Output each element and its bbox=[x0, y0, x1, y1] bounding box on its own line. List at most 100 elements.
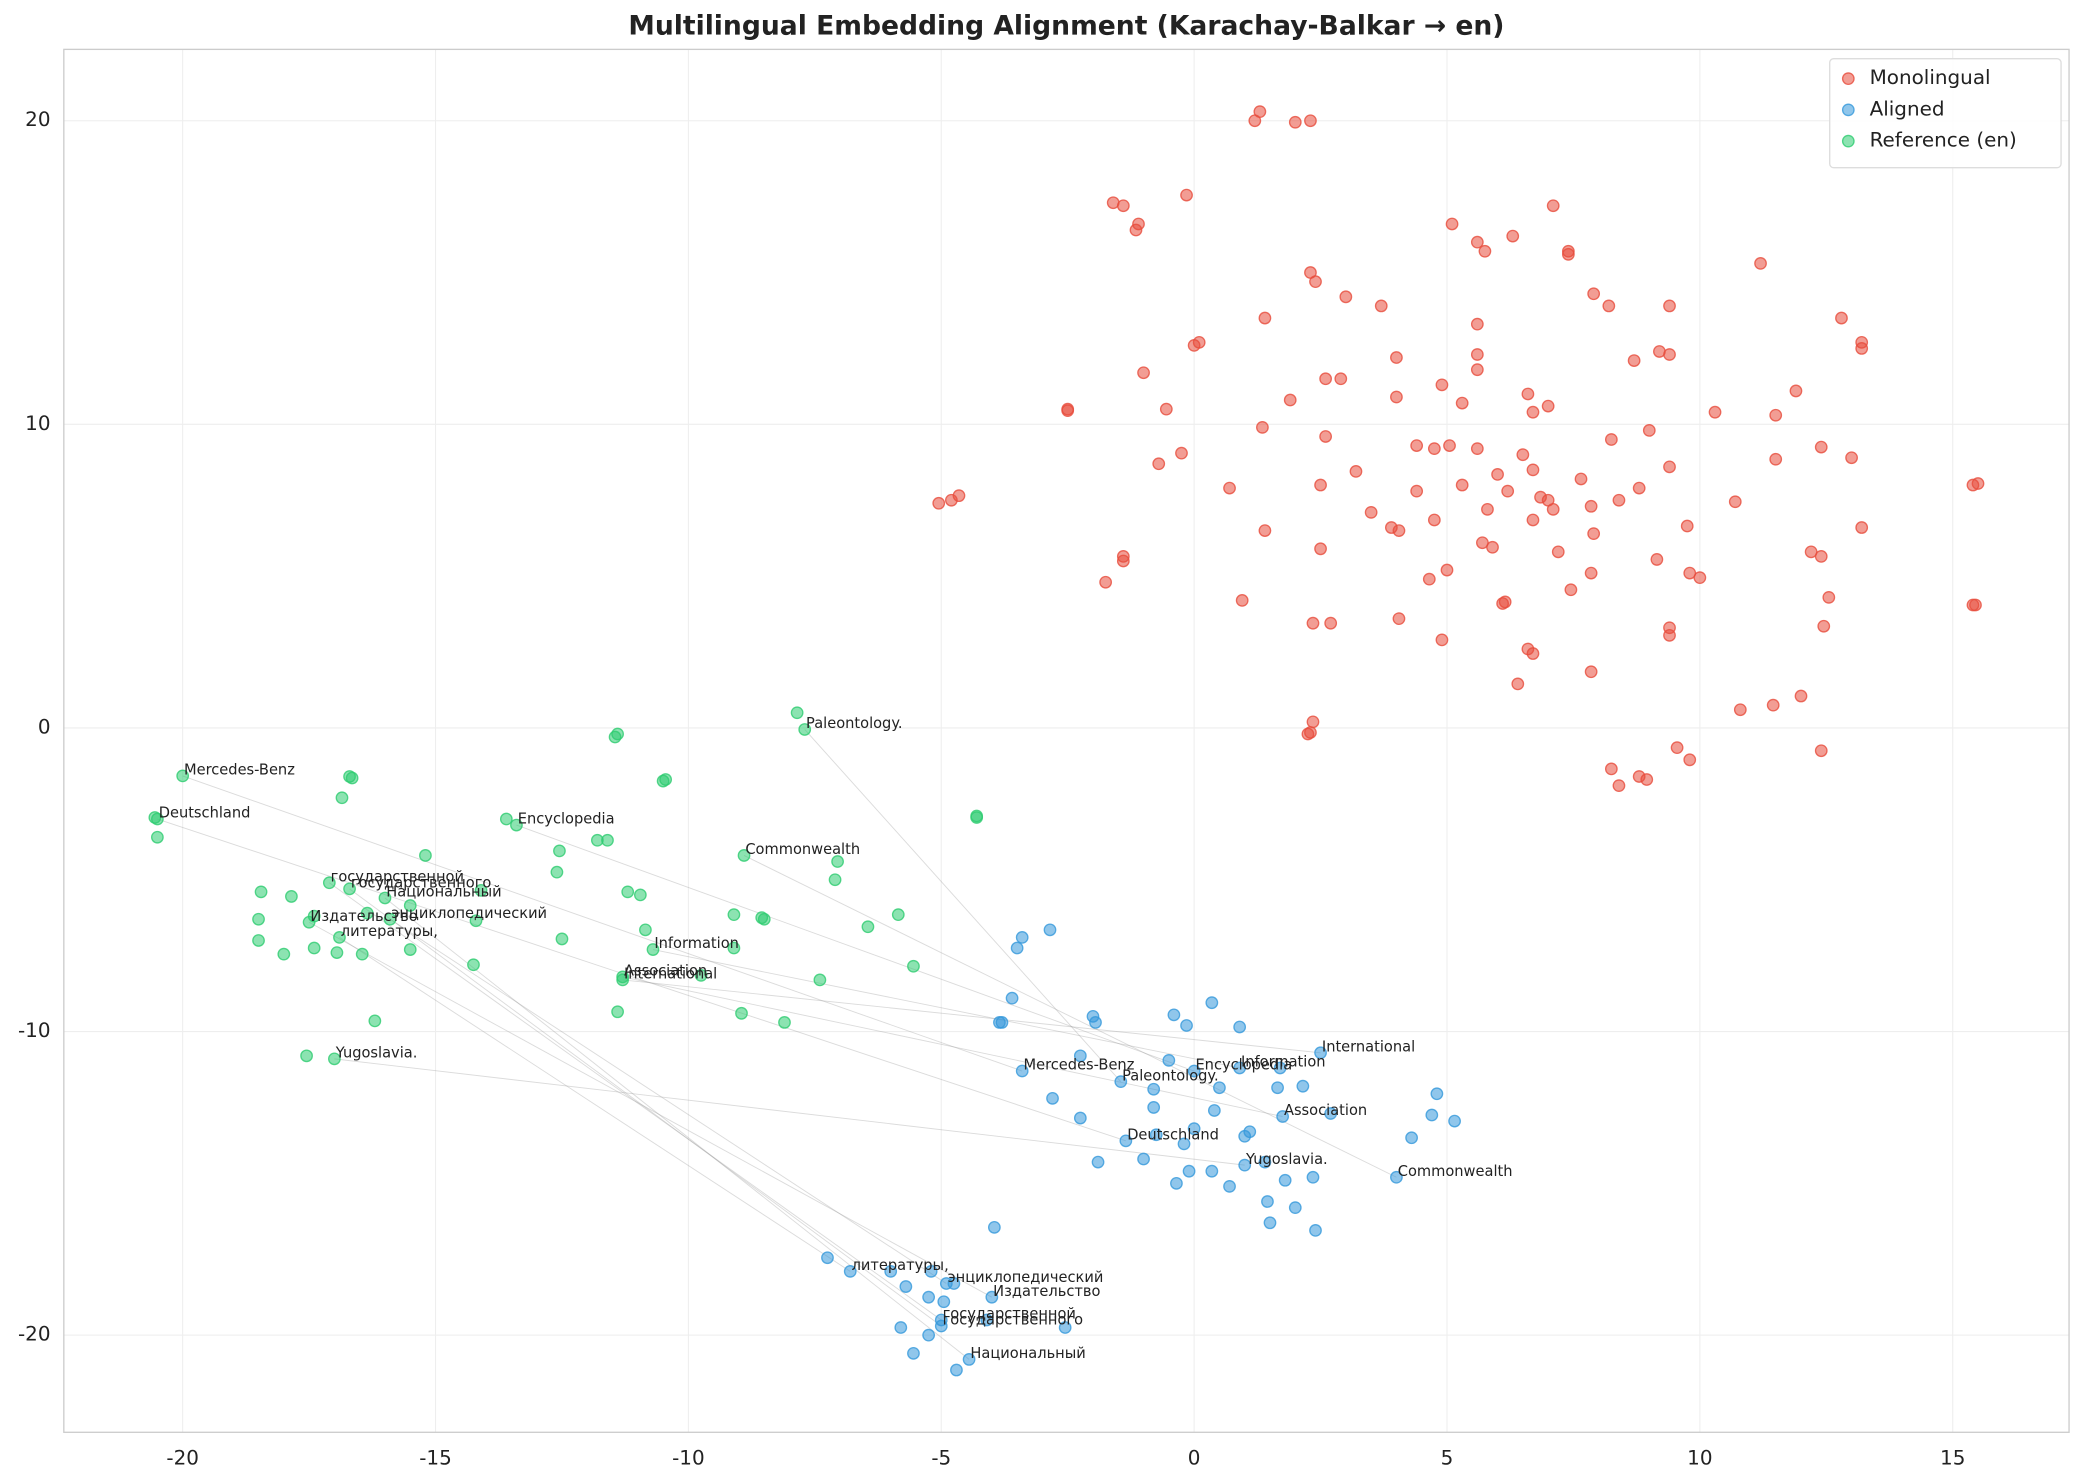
point bbox=[646, 943, 660, 956]
point bbox=[1612, 493, 1626, 507]
point bbox=[1238, 1129, 1252, 1143]
point bbox=[735, 1006, 748, 1020]
point bbox=[1506, 229, 1520, 243]
point bbox=[1390, 1170, 1403, 1184]
point bbox=[980, 1313, 994, 1327]
point-label: Издательство bbox=[993, 1283, 1100, 1300]
point bbox=[1663, 348, 1676, 361]
point bbox=[1814, 550, 1828, 563]
point bbox=[469, 914, 483, 928]
point bbox=[1349, 465, 1363, 478]
point bbox=[1526, 513, 1540, 527]
point bbox=[1091, 1155, 1105, 1169]
x-tick-label: 5 bbox=[1441, 1445, 1454, 1469]
point bbox=[1306, 715, 1320, 729]
point bbox=[656, 774, 670, 788]
point bbox=[1663, 460, 1676, 474]
legend-marker bbox=[1841, 72, 1855, 86]
point bbox=[254, 885, 268, 899]
point bbox=[1005, 991, 1019, 1005]
point bbox=[1314, 542, 1327, 556]
point bbox=[778, 1016, 791, 1029]
point bbox=[1392, 612, 1406, 626]
point bbox=[252, 912, 265, 926]
point bbox=[924, 1264, 938, 1278]
legend-box bbox=[1829, 58, 2062, 169]
point bbox=[1223, 1179, 1236, 1193]
point bbox=[1425, 1108, 1439, 1122]
point bbox=[1114, 1075, 1128, 1089]
point bbox=[1058, 1321, 1072, 1334]
point bbox=[1324, 616, 1338, 630]
point bbox=[1845, 451, 1858, 465]
point bbox=[1640, 773, 1654, 786]
point bbox=[1089, 1016, 1102, 1029]
point bbox=[148, 811, 162, 824]
point bbox=[907, 1346, 920, 1360]
point bbox=[611, 1005, 624, 1019]
x-tick-label: -10 bbox=[672, 1445, 705, 1469]
point bbox=[419, 849, 432, 862]
alignment-link bbox=[329, 882, 942, 1321]
point-label: International bbox=[1322, 1038, 1415, 1055]
legend: Monolingual Aligned Reference (en) bbox=[1829, 58, 2062, 169]
point bbox=[1546, 199, 1560, 213]
point bbox=[368, 1014, 382, 1028]
point bbox=[1966, 478, 1980, 492]
y-tick-label: 20 bbox=[25, 107, 50, 131]
point bbox=[1561, 247, 1575, 261]
point bbox=[1207, 1104, 1221, 1117]
point bbox=[1526, 463, 1540, 477]
point-label: Издательство bbox=[310, 908, 417, 925]
point-label: государственного bbox=[351, 875, 491, 892]
point bbox=[1405, 1131, 1418, 1145]
point bbox=[1223, 481, 1236, 495]
point bbox=[1435, 378, 1449, 392]
point bbox=[1314, 1046, 1327, 1060]
point bbox=[1627, 354, 1641, 367]
point bbox=[1187, 1064, 1201, 1078]
point bbox=[608, 730, 622, 744]
point bbox=[1969, 598, 1982, 612]
point bbox=[1137, 366, 1150, 380]
alignment-link bbox=[389, 918, 947, 1284]
point bbox=[1693, 571, 1707, 585]
x-tick-label: -15 bbox=[419, 1445, 452, 1469]
point bbox=[962, 1353, 976, 1366]
point bbox=[1334, 372, 1348, 386]
point-label: энциклопедический bbox=[948, 1269, 1104, 1286]
point bbox=[360, 906, 374, 920]
point-label: Commonwealth bbox=[745, 841, 860, 858]
point bbox=[1235, 594, 1249, 607]
point bbox=[1248, 114, 1262, 128]
alignment-link bbox=[652, 949, 1240, 1069]
x-tick-label: 0 bbox=[1188, 1445, 1201, 1469]
alignment-link bbox=[743, 855, 1397, 1178]
point bbox=[345, 771, 359, 785]
point bbox=[1170, 1176, 1183, 1190]
point bbox=[944, 493, 958, 507]
legend-marker bbox=[1841, 134, 1855, 148]
point bbox=[813, 973, 827, 987]
point bbox=[737, 849, 751, 862]
point bbox=[1814, 744, 1828, 758]
point bbox=[1794, 689, 1808, 703]
x-tick-label: 10 bbox=[1687, 1445, 1712, 1469]
point bbox=[1015, 1064, 1029, 1078]
point bbox=[1587, 527, 1601, 541]
point bbox=[950, 1363, 963, 1377]
alignment-link bbox=[308, 921, 993, 1298]
alignment-link bbox=[384, 897, 970, 1360]
point bbox=[1445, 217, 1459, 231]
point bbox=[1147, 1101, 1161, 1114]
point bbox=[1301, 727, 1315, 741]
point bbox=[1602, 299, 1616, 313]
point bbox=[330, 946, 344, 959]
x-tick-label: -5 bbox=[931, 1445, 951, 1469]
point bbox=[1574, 472, 1588, 486]
y-tick-label: -10 bbox=[18, 1018, 51, 1042]
point bbox=[1296, 1079, 1310, 1093]
point bbox=[1728, 495, 1742, 509]
point bbox=[1187, 1122, 1201, 1136]
point bbox=[757, 912, 771, 926]
